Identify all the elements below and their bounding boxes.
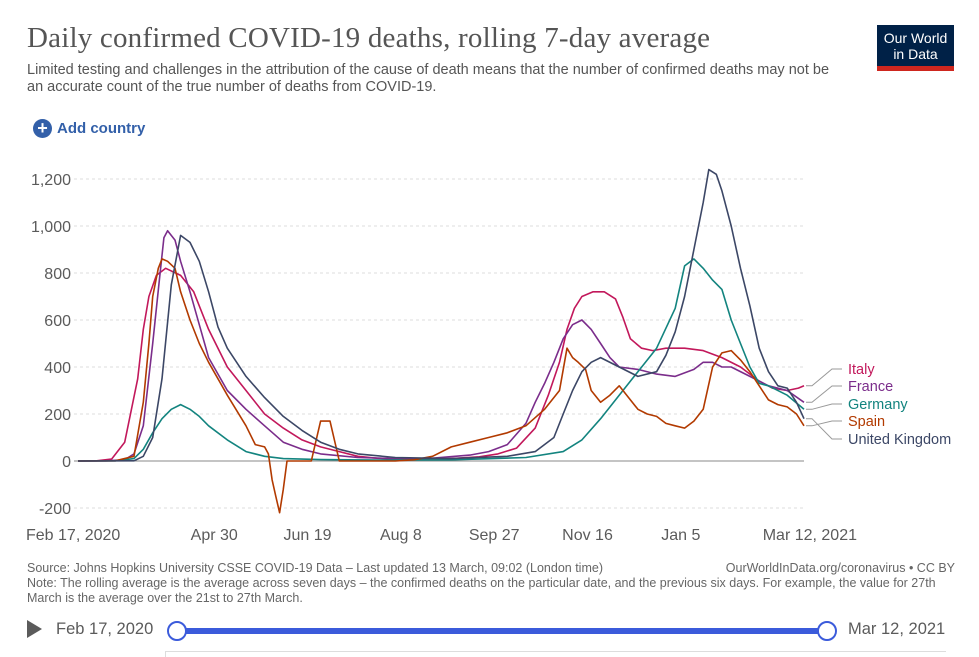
legend-connector — [806, 385, 842, 403]
series-line-spain — [77, 258, 805, 514]
y-tick-label: -200 — [39, 501, 71, 518]
add-country-button[interactable]: + Add country — [33, 119, 145, 138]
y-tick-label: 200 — [44, 407, 71, 424]
logo-bar — [877, 66, 954, 71]
y-tick-label: 0 — [62, 454, 71, 471]
timeline-end-handle[interactable] — [817, 621, 837, 641]
y-tick-label: 1,200 — [31, 172, 71, 189]
y-tick-label: 800 — [44, 266, 71, 283]
line-chart: -200 0 200 400 600 800 1,000 1,200 Feb 17, 2020 A… — [26, 168, 951, 544]
legend-label: France — [848, 379, 893, 395]
x-tick-label: Feb 17, 2020 — [26, 527, 120, 544]
timeline: Feb 17, 2020 Mar 12, 2021 — [0, 612, 979, 652]
x-tick-label: Mar 12, 2021 — [763, 527, 857, 544]
x-tick-label: Jan 5 — [661, 527, 700, 544]
logo-line-2: in Data — [893, 46, 938, 62]
chart-subtitle: Limited testing and challenges in the at… — [27, 62, 830, 95]
y-tick-label: 600 — [44, 313, 71, 330]
x-tick-label: Aug 8 — [380, 527, 422, 544]
footer-credit[interactable]: OurWorldInData.org/coronavirus • CC BY — [725, 561, 955, 575]
owid-logo[interactable]: Our World in Data — [877, 25, 954, 71]
timeline-start-label: Feb 17, 2020 — [56, 620, 154, 638]
y-tick-label: 400 — [44, 360, 71, 377]
logo-line-1: Our World — [883, 30, 948, 46]
chart-footer: Source: Johns Hopkins University CSSE CO… — [27, 561, 957, 606]
series-line-italy — [77, 267, 805, 462]
series-line-united-kingdom — [77, 168, 805, 462]
legend-label: Italy — [848, 362, 875, 378]
series-line-france — [77, 229, 805, 462]
x-tick-label: Sep 27 — [469, 527, 520, 544]
legend-label: Spain — [848, 414, 885, 430]
bottom-tab-bar — [165, 651, 946, 657]
timeline-start-handle[interactable] — [167, 621, 187, 641]
x-tick-label: Apr 30 — [191, 527, 238, 544]
legend-connector — [806, 368, 842, 387]
footer-note: Note: The rolling average is the average… — [27, 576, 936, 605]
footer-source: Source: Johns Hopkins University CSSE CO… — [27, 561, 603, 575]
plus-circle-icon: + — [33, 119, 52, 138]
play-icon[interactable] — [27, 620, 42, 638]
legend-label: Germany — [848, 397, 908, 413]
x-tick-label: Jun 19 — [284, 527, 332, 544]
legend-connector — [806, 403, 842, 410]
timeline-track[interactable] — [177, 628, 827, 634]
add-country-label: Add country — [57, 120, 146, 137]
x-tick-label: Nov 16 — [562, 527, 613, 544]
legend-connector — [806, 418, 842, 440]
legend-label: United Kingdom — [848, 432, 951, 448]
chart-title: Daily confirmed COVID-19 deaths, rolling… — [27, 22, 711, 54]
y-tick-label: 1,000 — [31, 219, 71, 236]
timeline-end-label: Mar 12, 2021 — [848, 620, 946, 638]
legend-connector — [806, 420, 842, 427]
series-line-germany — [77, 258, 805, 462]
